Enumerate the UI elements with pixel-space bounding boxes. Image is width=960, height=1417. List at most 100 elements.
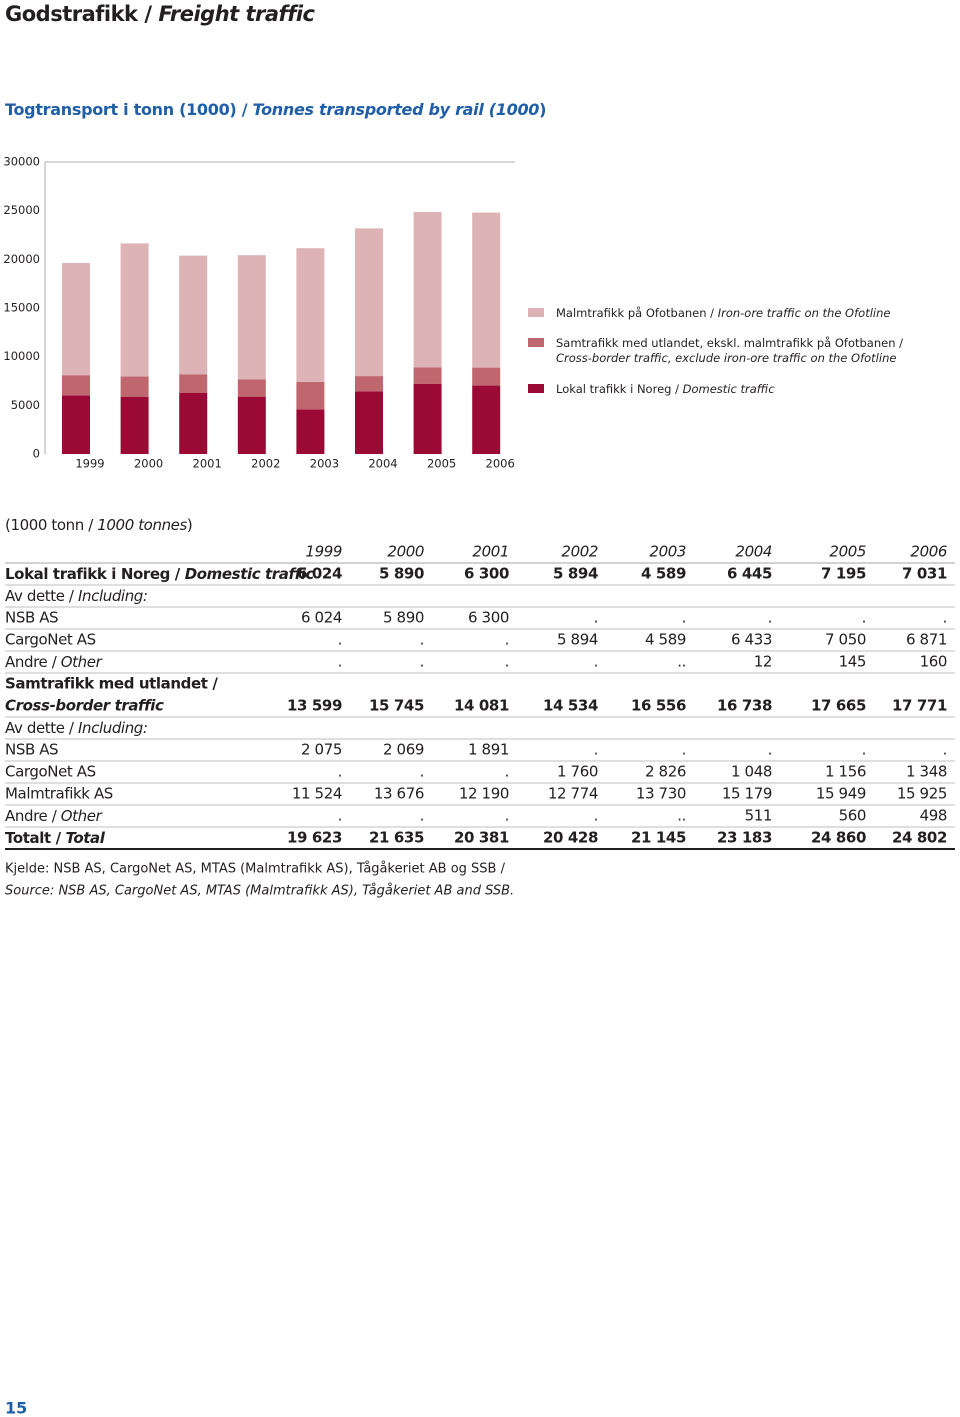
- y-tick-label: 15000: [3, 301, 40, 315]
- cell: .: [505, 807, 509, 825]
- cell: .: [338, 653, 342, 671]
- bar-segment: [413, 383, 442, 454]
- y-tick-label: 0: [33, 447, 40, 461]
- bar-segment: [179, 392, 208, 454]
- cell: 12 190: [459, 785, 509, 803]
- cell: .: [682, 609, 686, 627]
- row-label: Malmtrafikk AS: [5, 785, 113, 803]
- legend-swatch: [528, 308, 544, 317]
- cell: 5 894: [553, 565, 598, 583]
- cell: .: [420, 653, 424, 671]
- bar-segment: [120, 396, 149, 454]
- cell: 6 433: [731, 631, 772, 649]
- cell: 13 599: [287, 697, 342, 715]
- bar-segment: [120, 243, 149, 377]
- legend-swatch: [528, 338, 544, 347]
- cell: 1 891: [468, 741, 509, 759]
- column-header: 2001: [472, 543, 509, 561]
- y-tick-label: 10000: [3, 349, 40, 363]
- cell: .: [420, 807, 424, 825]
- source-note: Kjelde: NSB AS, CargoNet AS, MTAS (Malmt…: [5, 862, 506, 877]
- bar-segment: [472, 212, 501, 368]
- cell: 2 069: [383, 741, 424, 759]
- cell: 511: [745, 807, 772, 825]
- y-tick-label: 5000: [11, 398, 40, 412]
- row-label: NSB AS: [5, 741, 58, 759]
- page-number: 15: [5, 1399, 27, 1417]
- cell: 14 081: [454, 697, 509, 715]
- cell: .: [862, 609, 866, 627]
- cell: 5 890: [383, 609, 424, 627]
- cell: 17 771: [892, 697, 947, 715]
- x-tick-label: 2004: [368, 457, 397, 471]
- x-tick-label: 2001: [193, 457, 222, 471]
- cell: .: [768, 741, 772, 759]
- cell: 6 024: [301, 609, 342, 627]
- cell: 5 890: [379, 565, 424, 583]
- y-tick-label: 30000: [3, 155, 40, 169]
- cell: 5 894: [557, 631, 598, 649]
- cell: 145: [839, 653, 866, 671]
- bar-segment: [355, 228, 383, 377]
- row-label: Totalt / Total: [5, 829, 106, 847]
- cell: 7 195: [821, 565, 866, 583]
- cell: 2 826: [645, 763, 686, 781]
- column-header: 1999: [305, 543, 342, 561]
- cell: .: [943, 609, 947, 627]
- cell: 15 949: [816, 785, 866, 803]
- cell: .: [682, 741, 686, 759]
- bar-segment: [413, 367, 442, 384]
- legend-label: Lokal trafikk i Noreg / Domestic traffic: [556, 382, 775, 396]
- legend-swatch: [528, 384, 544, 393]
- row-label: CargoNet AS: [5, 631, 96, 649]
- cell: .: [943, 741, 947, 759]
- cell: 7 031: [902, 565, 947, 583]
- cell: .: [505, 631, 509, 649]
- cell: 13 730: [636, 785, 686, 803]
- cell: 17 665: [811, 697, 866, 715]
- row-label: CargoNet AS: [5, 763, 96, 781]
- cell: 20 381: [454, 829, 509, 847]
- row-label: Cross-border traffic: [5, 697, 164, 715]
- cell: 12 774: [548, 785, 598, 803]
- cell: .: [338, 631, 342, 649]
- cell: .: [420, 631, 424, 649]
- cell: .: [338, 807, 342, 825]
- cell: .: [338, 763, 342, 781]
- bar-segment: [296, 381, 325, 410]
- cell: 4 589: [641, 565, 686, 583]
- cell: 12: [754, 653, 772, 671]
- bar-segment: [296, 409, 325, 454]
- column-header: 2006: [910, 543, 947, 561]
- bar-segment: [237, 396, 266, 454]
- column-header: 2005: [829, 543, 866, 561]
- cell: 2 075: [301, 741, 342, 759]
- cell: 560: [839, 807, 866, 825]
- cell: .: [594, 807, 598, 825]
- bar-segment: [62, 375, 90, 396]
- cell: 6 300: [468, 609, 509, 627]
- x-tick-label: 2005: [427, 457, 456, 471]
- cell: 1 348: [906, 763, 947, 781]
- bar-segment: [120, 376, 149, 397]
- cell: 4 589: [645, 631, 686, 649]
- cell: .: [594, 741, 598, 759]
- cell: 6 445: [727, 565, 772, 583]
- row-label: Andre / Other: [5, 653, 103, 671]
- column-header: 2002: [561, 543, 598, 561]
- row-label: Av dette / Including:: [5, 719, 148, 737]
- bar-segment: [179, 374, 208, 393]
- bar-segment: [296, 248, 325, 382]
- bar-segment: [472, 367, 501, 386]
- x-tick-label: 2002: [251, 457, 280, 471]
- cell: 7 050: [825, 631, 866, 649]
- bar-segment: [237, 379, 266, 397]
- cell: 15 925: [897, 785, 947, 803]
- cell: 6 871: [906, 631, 947, 649]
- legend-label: Samtrafikk med utlandet, ekskl. malmtraf…: [556, 336, 903, 365]
- cell: 20 428: [543, 829, 598, 847]
- cell: 498: [920, 807, 947, 825]
- cell: .: [505, 763, 509, 781]
- chart-title: Togtransport i tonn (1000) / Tonnes tran…: [5, 100, 546, 119]
- bar-segment: [472, 385, 501, 454]
